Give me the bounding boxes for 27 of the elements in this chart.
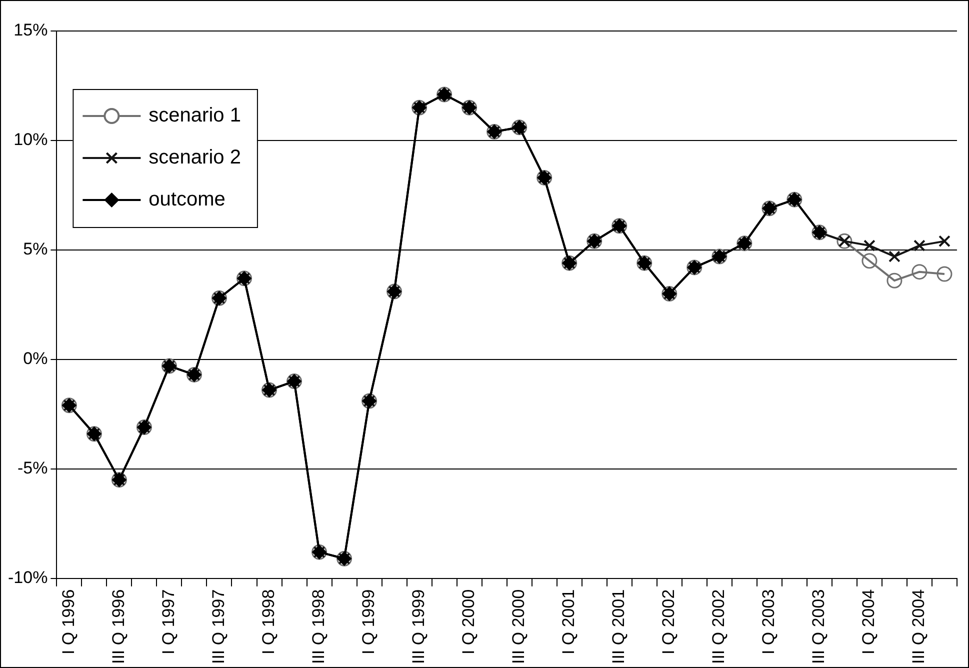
x-tick-label: I Q 2003 (759, 589, 778, 655)
x-tick-label: III Q 2000 (509, 589, 528, 664)
x-tick-label: III Q 2004 (909, 589, 928, 664)
x-tick-label: I Q 2001 (559, 589, 578, 655)
y-tick-label: 0% (23, 349, 48, 368)
x-tick-label: III Q 2001 (609, 589, 628, 664)
y-tick-label: 5% (23, 240, 48, 259)
x-tick-label: III Q 2003 (809, 589, 828, 664)
y-tick-label: 15% (14, 20, 48, 40)
x-tick-label: III Q 1999 (408, 589, 428, 664)
y-tick-label: -10% (8, 568, 48, 588)
x-tick-label: I Q 1999 (358, 589, 378, 655)
legend-label: scenario 2 (148, 146, 241, 169)
y-tick-label: 10% (14, 130, 48, 150)
x-tick-label: I Q 2004 (859, 589, 878, 655)
y-tick-label: -5% (17, 458, 48, 478)
x-tick-label: III Q 1997 (208, 589, 228, 664)
x-tick-label: I Q 1998 (258, 589, 278, 655)
legend-label: scenario 1 (148, 104, 241, 127)
x-tick-label: III Q 1996 (108, 589, 128, 664)
legend-label: outcome (148, 188, 226, 211)
x-tick-label: III Q 2002 (709, 589, 728, 664)
x-tick-label: I Q 1996 (58, 589, 78, 655)
x-tick-label: I Q 1997 (158, 589, 178, 655)
x-tick-label: III Q 1998 (308, 589, 328, 664)
x-tick-label: I Q 2000 (459, 589, 478, 655)
x-tick-label: I Q 2002 (659, 589, 678, 655)
